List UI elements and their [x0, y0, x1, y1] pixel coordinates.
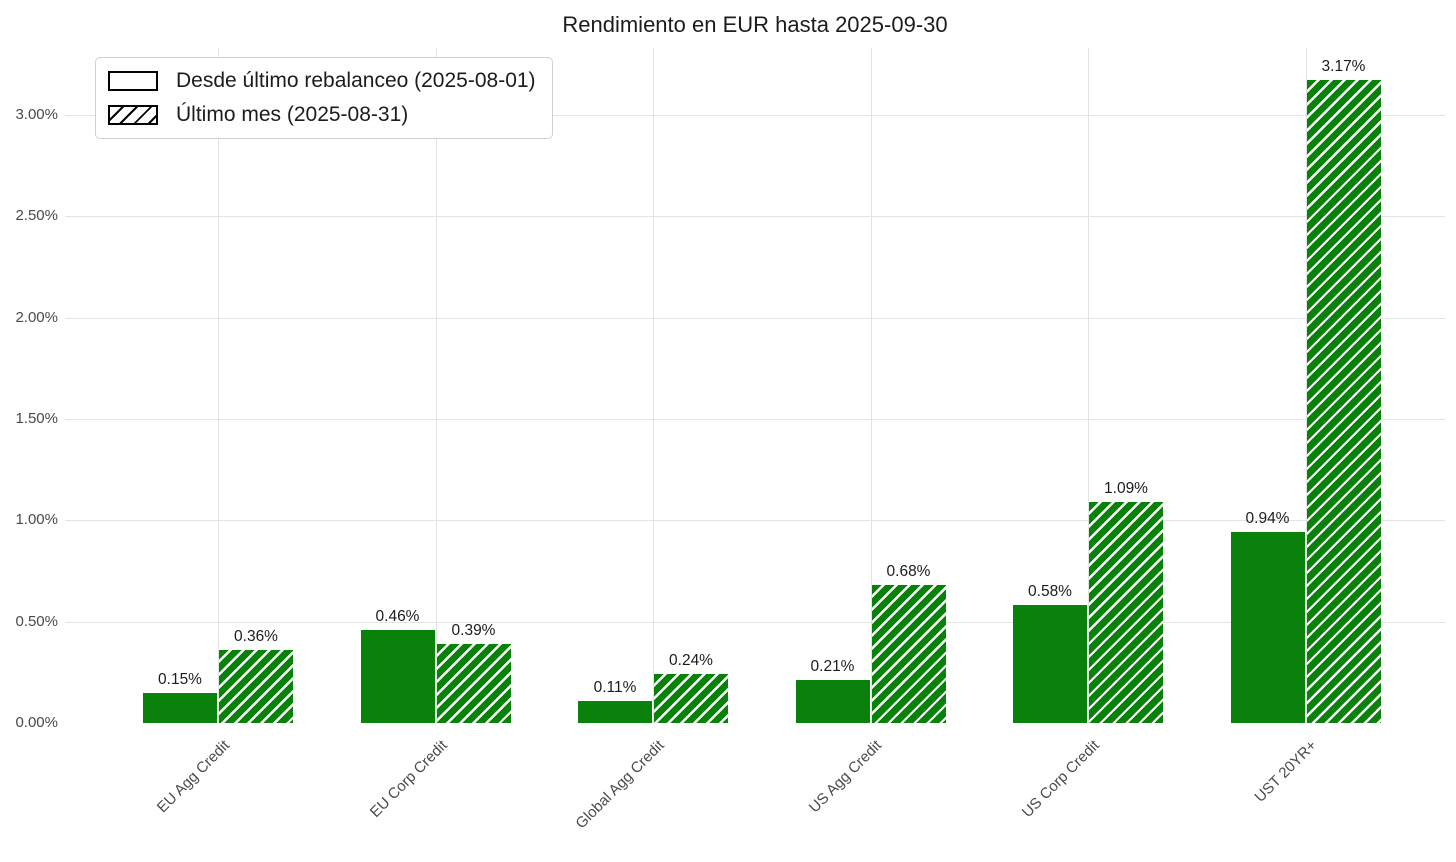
- gridline-vertical: [1305, 48, 1307, 723]
- x-axis-tick-label: US Corp Credit: [1019, 737, 1104, 821]
- gridline-horizontal: [65, 114, 1445, 116]
- value-label: 0.11%: [593, 678, 637, 696]
- gridline-vertical: [435, 48, 437, 723]
- value-label: 0.58%: [1028, 583, 1072, 601]
- x-axis-tick-label: EU Corp Credit: [366, 737, 451, 821]
- y-axis-tick-label: 2.00%: [15, 308, 58, 326]
- gridline-vertical: [870, 48, 872, 723]
- bar-global-agg-credit-desde-ltimo-rebalanceo-2025-08-01: [578, 700, 652, 723]
- gridline-vertical: [653, 48, 654, 723]
- y-axis-tick-label: 1.00%: [15, 511, 58, 529]
- bar-ust-20yr-ltimo-mes-2025-08-31: [1306, 80, 1381, 723]
- bar-eu-corp-credit-desde-ltimo-rebalanceo-2025-08-01: [360, 629, 435, 723]
- value-label: 3.17%: [1321, 58, 1366, 76]
- bar-us-corp-credit-ltimo-mes-2025-08-31: [1089, 502, 1163, 723]
- legend-item-desde-rebalanceo: Desde último rebalanceo (2025-08-01): [108, 69, 536, 93]
- value-label: 0.68%: [886, 563, 931, 581]
- bar-eu-agg-credit-ltimo-mes-2025-08-31: [219, 650, 293, 723]
- legend-swatch-hatched-icon: [108, 105, 158, 125]
- y-axis-tick-label: 0.00%: [15, 714, 58, 731]
- gridline-horizontal: [65, 418, 1445, 420]
- value-label: 0.21%: [810, 658, 855, 676]
- y-axis-tick-label: 0.50%: [15, 612, 58, 630]
- bar-us-agg-credit-desde-ltimo-rebalanceo-2025-08-01: [795, 680, 870, 723]
- bar-eu-agg-credit-desde-ltimo-rebalanceo-2025-08-01: [143, 692, 217, 723]
- gridline-horizontal: [65, 621, 1445, 623]
- legend-item-label: Último mes (2025-08-31): [176, 103, 409, 126]
- x-axis-tick-label: Global Agg Credit: [572, 737, 669, 833]
- value-label: 0.15%: [158, 670, 202, 688]
- gridline-vertical: [1088, 48, 1089, 723]
- legend: Desde último rebalanceo (2025-08-01) Últ…: [95, 57, 553, 139]
- legend-item-label: Desde último rebalanceo (2025-08-01): [176, 69, 536, 92]
- value-label: 0.39%: [451, 621, 496, 639]
- x-axis-tick-label: EU Agg Credit: [153, 737, 234, 817]
- value-label: 0.24%: [669, 652, 713, 670]
- value-label: 0.46%: [375, 607, 420, 625]
- x-axis-tick-label: UST 20YR+: [1251, 737, 1321, 806]
- gridline-horizontal: [65, 216, 1445, 218]
- gridline-vertical: [218, 48, 219, 723]
- value-label: 0.94%: [1245, 510, 1290, 528]
- y-axis-tick-label: 1.50%: [15, 409, 58, 427]
- plot-area: 0.15% 0.46% 0.11% 0.21% 0.58% 0.94% 0.36% 0.39%…: [65, 48, 1445, 723]
- legend-swatch-solid-icon: [108, 71, 158, 91]
- chart-title: Rendimiento en EUR hasta 2025-09-30: [562, 12, 948, 37]
- legend-item-ultimo-mes: Último mes (2025-08-31): [108, 103, 536, 127]
- value-label: 1.09%: [1104, 480, 1148, 498]
- bar-us-agg-credit-ltimo-mes-2025-08-31: [871, 585, 946, 723]
- bar-global-agg-credit-ltimo-mes-2025-08-31: [654, 674, 728, 723]
- x-axis-tick-label: US Agg Credit: [806, 737, 886, 817]
- bar-ust-20yr-desde-ltimo-rebalanceo-2025-08-01: [1230, 532, 1305, 723]
- bar-eu-corp-credit-ltimo-mes-2025-08-31: [436, 643, 511, 723]
- y-axis-tick-label: 2.50%: [15, 207, 58, 225]
- bar-us-corp-credit-desde-ltimo-rebalanceo-2025-08-01: [1013, 605, 1087, 723]
- y-axis-tick-label: 3.00%: [15, 105, 58, 123]
- gridline-horizontal: [65, 520, 1445, 522]
- gridline-horizontal: [65, 317, 1445, 319]
- value-label: 0.36%: [234, 628, 278, 646]
